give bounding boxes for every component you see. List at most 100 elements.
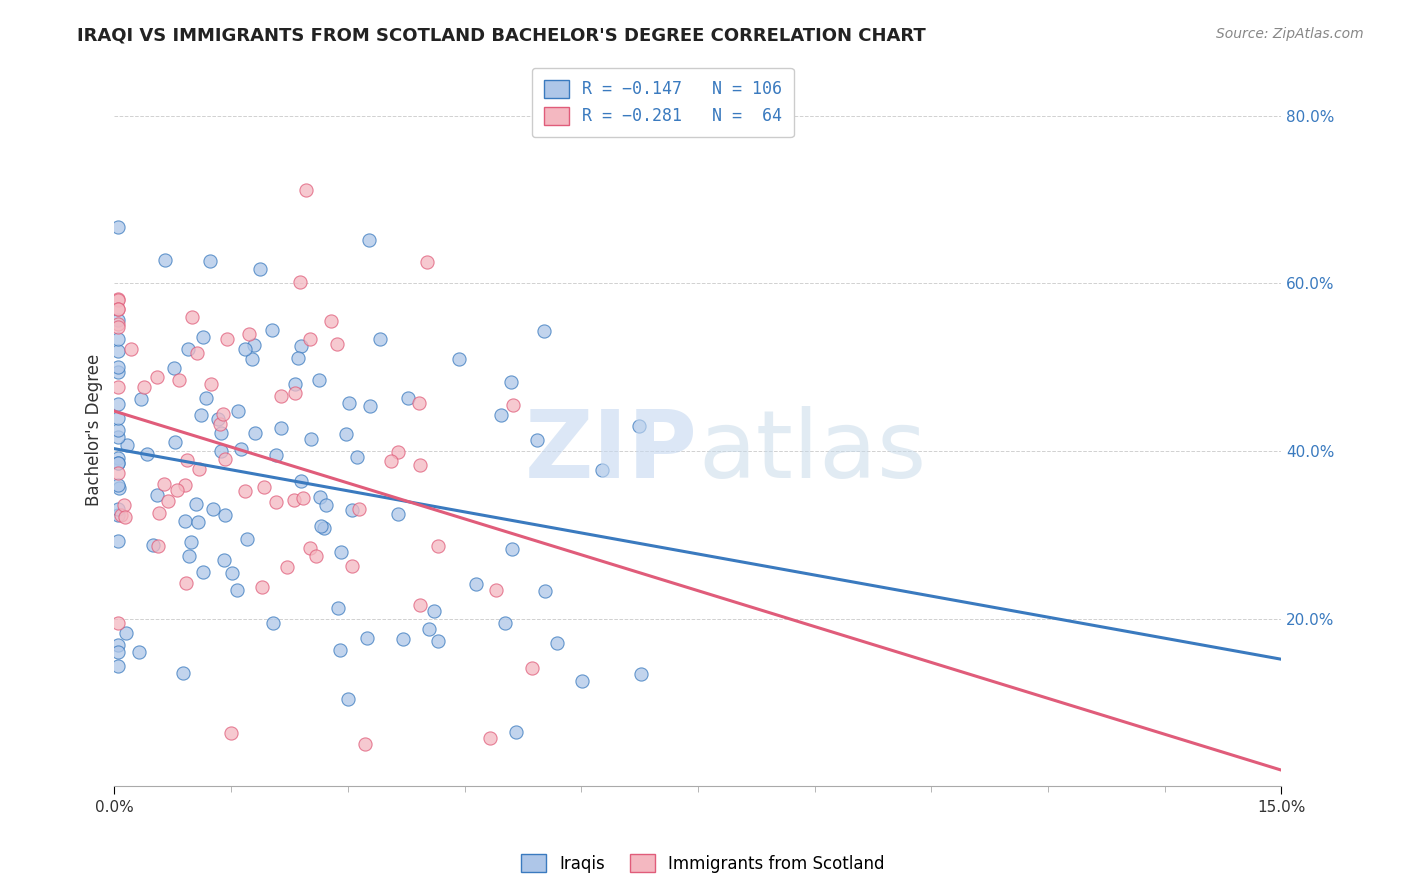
- Point: [108, 481, 131, 495]
- Point: [290, 475, 312, 489]
- Point: [409, 458, 432, 473]
- Point: [416, 255, 439, 269]
- Point: [337, 692, 360, 706]
- Point: [494, 616, 516, 631]
- Point: [294, 183, 316, 197]
- Point: [107, 397, 129, 411]
- Text: ZIP: ZIP: [524, 406, 697, 498]
- Point: [177, 549, 200, 563]
- Point: [152, 477, 174, 491]
- Point: [107, 411, 129, 425]
- Point: [107, 360, 129, 375]
- Text: Source: ZipAtlas.com: Source: ZipAtlas.com: [1216, 27, 1364, 41]
- Point: [107, 313, 129, 327]
- Point: [201, 502, 224, 516]
- Point: [314, 521, 336, 535]
- Point: [107, 292, 129, 306]
- Point: [233, 484, 256, 499]
- Point: [335, 426, 357, 441]
- Point: [630, 667, 652, 681]
- Point: [187, 515, 209, 529]
- Point: [628, 418, 651, 433]
- Point: [177, 343, 200, 357]
- Point: [107, 301, 129, 316]
- Point: [283, 492, 305, 507]
- Point: [357, 233, 380, 247]
- Point: [214, 508, 236, 522]
- Point: [299, 332, 322, 346]
- Point: [238, 327, 260, 342]
- Point: [465, 577, 488, 591]
- Point: [128, 645, 150, 659]
- Point: [396, 392, 419, 406]
- Point: [174, 575, 197, 590]
- Point: [380, 454, 402, 468]
- Point: [219, 726, 242, 740]
- Point: [250, 580, 273, 594]
- Point: [479, 731, 502, 745]
- Y-axis label: Bachelor's Degree: Bachelor's Degree: [86, 354, 103, 507]
- Point: [107, 615, 129, 630]
- Point: [146, 539, 169, 553]
- Point: [231, 442, 253, 457]
- Point: [146, 369, 169, 384]
- Point: [340, 559, 363, 574]
- Point: [260, 323, 283, 337]
- Point: [387, 507, 409, 521]
- Point: [309, 490, 332, 504]
- Point: [262, 616, 284, 631]
- Point: [392, 632, 415, 646]
- Point: [485, 583, 508, 598]
- Point: [114, 626, 136, 640]
- Point: [107, 638, 129, 652]
- Point: [308, 373, 330, 387]
- Point: [356, 631, 378, 645]
- Point: [409, 598, 432, 612]
- Point: [187, 462, 209, 476]
- Point: [534, 584, 557, 599]
- Point: [107, 319, 129, 334]
- Point: [200, 376, 222, 391]
- Point: [253, 480, 276, 494]
- Point: [180, 535, 202, 549]
- Point: [340, 503, 363, 517]
- Point: [526, 433, 548, 447]
- Point: [107, 332, 129, 346]
- Point: [107, 220, 129, 235]
- Point: [142, 538, 165, 552]
- Point: [427, 539, 450, 553]
- Point: [235, 532, 257, 546]
- Point: [107, 645, 129, 659]
- Point: [243, 338, 266, 352]
- Point: [276, 559, 298, 574]
- Point: [447, 352, 470, 367]
- Point: [226, 404, 249, 418]
- Point: [181, 310, 204, 324]
- Point: [315, 498, 337, 512]
- Point: [107, 343, 129, 358]
- Point: [368, 332, 391, 346]
- Point: [212, 553, 235, 567]
- Point: [226, 583, 249, 598]
- Point: [292, 491, 315, 506]
- Point: [408, 395, 430, 409]
- Point: [217, 333, 239, 347]
- Point: [591, 463, 613, 477]
- Point: [233, 342, 256, 356]
- Point: [114, 510, 136, 524]
- Point: [209, 425, 232, 440]
- Point: [288, 275, 311, 289]
- Point: [169, 373, 191, 387]
- Point: [107, 430, 129, 444]
- Point: [243, 426, 266, 441]
- Point: [499, 375, 522, 389]
- Point: [501, 542, 523, 557]
- Point: [134, 380, 156, 394]
- Point: [112, 498, 135, 512]
- Point: [107, 365, 129, 379]
- Point: [110, 508, 132, 522]
- Point: [337, 396, 360, 410]
- Point: [107, 659, 129, 673]
- Point: [311, 519, 333, 533]
- Point: [107, 456, 129, 470]
